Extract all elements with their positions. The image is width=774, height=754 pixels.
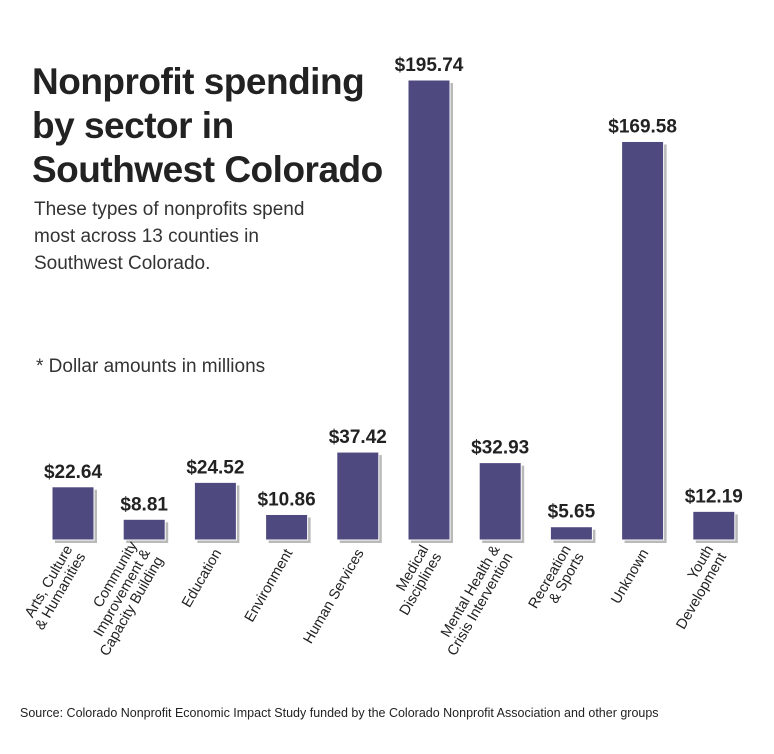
category-label-line: Education [179, 547, 225, 611]
bar-group: $195.74 MedicalDisciplines [384, 55, 464, 619]
chart-title: Nonprofit spending by sector in Southwes… [32, 61, 383, 190]
category-label-line: Human Services [301, 547, 368, 647]
bar [51, 486, 95, 541]
bar [407, 79, 451, 541]
bar [549, 526, 593, 541]
category-label: Environment [242, 547, 297, 625]
category-label: Recreation& Sports [526, 543, 588, 619]
category-label-line: Unknown [608, 547, 652, 607]
category-label: Human Services [301, 547, 368, 647]
data-label: $5.65 [548, 502, 596, 523]
category-label: Education [179, 547, 225, 611]
bar-group: $24.52 Education [179, 457, 244, 610]
bar-group: $12.19 YouthDevelopment [661, 486, 743, 632]
bar-group: $5.65 Recreation& Sports [526, 502, 596, 619]
bar [478, 462, 522, 541]
bar-group: $169.58 Unknown [608, 116, 677, 606]
data-label: $22.64 [44, 462, 103, 483]
category-label: MedicalDisciplines [384, 543, 446, 619]
bar [122, 518, 166, 541]
chart-subtitle: These types of nonprofits spend most acr… [34, 199, 305, 274]
data-label: $24.52 [186, 457, 244, 478]
category-label: Unknown [608, 547, 652, 607]
units-note: * Dollar amounts in millions [36, 356, 266, 377]
bar [193, 481, 237, 541]
data-label: $37.42 [329, 427, 387, 448]
data-label: $10.86 [258, 489, 316, 510]
data-label: $12.19 [685, 486, 743, 507]
category-label-line: Environment [242, 547, 297, 625]
category-label: YouthDevelopment [661, 543, 731, 632]
bar [336, 451, 380, 541]
bar-group: $22.64 Arts, Culture& Humanities [19, 462, 103, 633]
bar-group: $37.42 Human Services [301, 427, 387, 647]
bar-group: $10.86 Environment [242, 489, 316, 625]
data-label: $32.93 [471, 438, 529, 459]
bar [621, 140, 665, 541]
data-label: $169.58 [608, 116, 677, 137]
data-label: $8.81 [120, 494, 168, 515]
source-note: Source: Colorado Nonprofit Economic Impa… [20, 706, 659, 720]
category-label: Arts, Culture& Humanities [19, 543, 89, 633]
bar [692, 510, 736, 541]
bar [265, 513, 309, 541]
category-label: Mental Health &Crisis Intervention [432, 542, 517, 658]
data-label: $195.74 [395, 55, 464, 76]
